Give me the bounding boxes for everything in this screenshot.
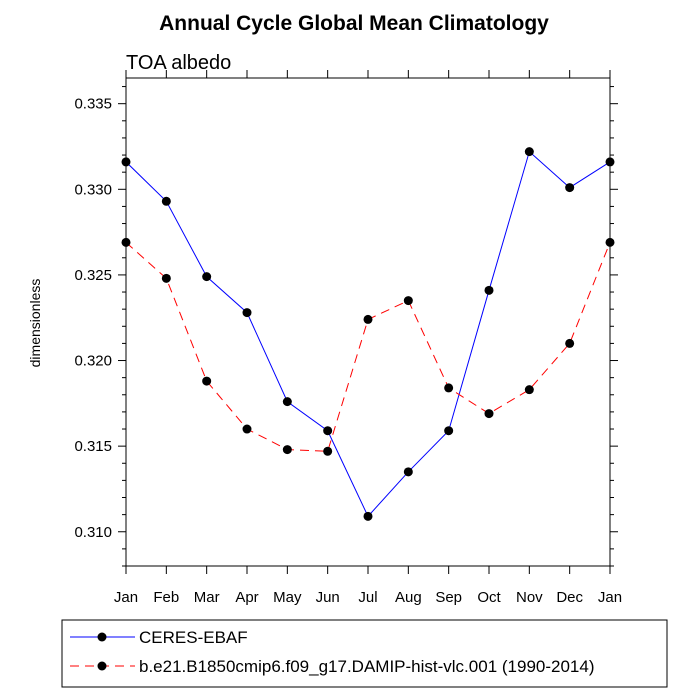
series-1-point [282,445,292,455]
y-tick-label: 0.315 [74,438,112,455]
series-0-point [565,183,575,193]
series-1-point [323,446,333,456]
series-1-point [403,296,413,306]
series-layer [121,147,615,521]
series-0-point [403,467,413,477]
legend-label-ceres: CERES-EBAF [139,628,248,647]
y-tick-label: 0.310 [74,524,112,541]
x-tick-label: Jan [598,589,622,606]
series-0-point [202,272,212,282]
series-1-point [565,338,575,348]
x-tick-label: May [273,589,302,606]
series-0-point [605,157,615,167]
series-0-point [161,196,171,206]
x-tick-label: Feb [153,589,179,606]
x-tick-label: Jun [316,589,340,606]
series-0-point [242,308,252,318]
series-1-point [161,273,171,283]
y-axis-label: dimensionless [27,279,43,368]
x-tick-label: Mar [194,589,220,606]
y-tick-label: 0.335 [74,96,112,113]
series-0-point [484,285,494,295]
series-line-1 [125,242,611,452]
series-0-point [282,397,292,407]
y-tick-label: 0.320 [74,353,112,370]
series-0-point [323,426,333,436]
series-line-0 [125,150,611,518]
chart-subtitle: TOA albedo [126,52,231,74]
legend-box [61,619,668,688]
legend-label-model: b.e21.B1850cmip6.f09_g17.DAMIP-hist-vlc.… [139,657,595,676]
x-tick-label: Jul [358,589,377,606]
series-0-point [444,426,454,436]
series-1-point [202,376,212,386]
y-tick-label: 0.325 [74,267,112,284]
x-tick-label: Dec [556,589,583,606]
x-tick-label: Sep [435,589,462,606]
x-tick-label: Aug [395,589,422,606]
series-1-point [444,383,454,393]
series-1-point [242,424,252,434]
series-0-point [524,147,534,157]
series-1-point [363,314,373,324]
x-tick-label: Jan [114,589,138,606]
series-1-point [605,237,615,247]
legend-marker-ceres [97,632,107,642]
legend: CERES-EBAF b.e21.B1850cmip6.f09_g17.DAMI… [61,619,668,688]
legend-marker-model [97,661,107,671]
ticks-layer: 0.310 0.315 0.320 0.325 0.330 0.335 Jan Feb Mar A… [74,70,622,606]
series-0-point [121,157,131,167]
x-tick-label: Nov [516,589,543,606]
series-1-point [484,409,494,419]
series-1-point [121,237,131,247]
x-tick-label: Oct [477,589,501,606]
x-tick-label: Apr [235,589,258,606]
y-tick-label: 0.330 [74,181,112,198]
series-1-point [524,385,534,395]
series-0-point [363,511,373,521]
chart-title: Annual Cycle Global Mean Climatology [159,12,549,35]
